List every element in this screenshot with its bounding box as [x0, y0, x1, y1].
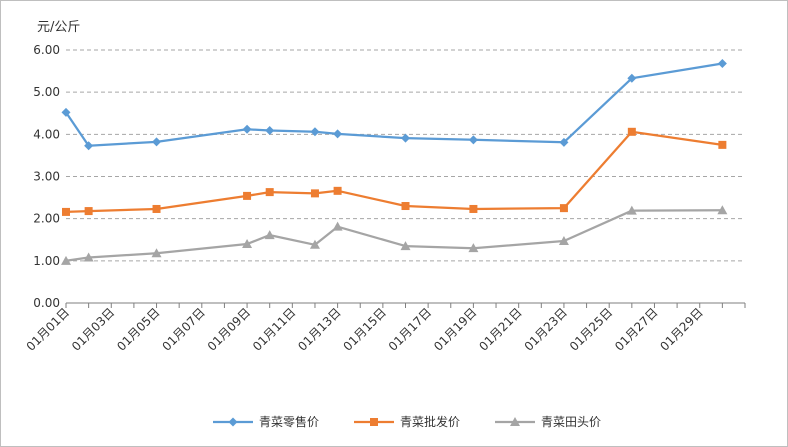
y-tick-label: 4.00 — [33, 127, 60, 141]
legend: 青菜零售价 青菜批发价 青菜田头价 — [213, 414, 601, 429]
x-tick-label: 01月05日 — [114, 305, 162, 353]
x-tick-label: 01月11日 — [250, 305, 298, 353]
y-axis-unit-label: 元/公斤 — [37, 20, 80, 35]
x-tick-label: 01月09日 — [205, 305, 253, 353]
data-point — [401, 202, 410, 211]
data-point — [626, 205, 637, 215]
x-tick-label: 01月17日 — [386, 305, 434, 353]
data-point — [468, 243, 479, 253]
data-point — [333, 186, 342, 195]
data-point — [718, 140, 727, 149]
legend-item-3: 青菜田头价 — [495, 415, 601, 429]
data-point — [152, 204, 161, 213]
legend-swatch-marker — [510, 417, 520, 426]
series-line — [65, 209, 723, 262]
data-point — [558, 236, 569, 246]
y-tick-label: 0.00 — [33, 296, 60, 310]
x-axis: 01月01日01月03日01月05日01月07日01月09日01月11日01月1… — [24, 302, 746, 354]
series-1 — [61, 58, 727, 151]
y-tick-label: 6.00 — [33, 43, 60, 57]
data-point — [265, 188, 274, 197]
data-point — [559, 137, 569, 147]
y-axis-ticks: 0.00 1.00 2.00 3.00 4.00 5.00 6.00 — [33, 43, 60, 310]
series-group — [61, 58, 728, 265]
legend-label: 青菜田头价 — [541, 415, 601, 429]
x-tick-label: 01月23日 — [522, 305, 570, 353]
x-tick-label: 01月13日 — [295, 305, 343, 353]
data-point — [310, 127, 320, 137]
data-point — [401, 133, 410, 143]
data-point — [717, 205, 728, 215]
y-tick-label: 2.00 — [33, 212, 60, 226]
data-point — [332, 221, 343, 231]
legend-swatch-marker — [370, 418, 378, 426]
series-3 — [61, 205, 728, 265]
x-tick-label: 01月25日 — [567, 305, 615, 353]
x-tick-label: 01月27日 — [612, 305, 660, 353]
data-point — [310, 189, 319, 198]
data-point — [309, 239, 320, 249]
data-point — [559, 204, 568, 213]
x-tick-label: 01月19日 — [431, 305, 479, 353]
x-tick-label: 01月21日 — [476, 305, 524, 353]
x-tick-label: 01月15日 — [341, 305, 389, 353]
data-point — [151, 248, 162, 258]
gridlines — [66, 49, 745, 262]
data-point — [468, 135, 478, 145]
data-point — [717, 58, 727, 68]
data-point — [265, 126, 275, 136]
legend-label: 青菜零售价 — [259, 414, 319, 429]
series-2 — [62, 127, 727, 216]
legend-item-1: 青菜零售价 — [213, 414, 319, 429]
data-point — [242, 238, 253, 248]
data-point — [469, 204, 478, 213]
x-tick-label: 01月03日 — [69, 305, 117, 353]
data-point — [333, 129, 343, 139]
data-point — [84, 141, 94, 151]
data-point — [62, 207, 70, 216]
legend-item-2: 青菜批发价 — [354, 414, 460, 429]
x-tick-label: 01月29日 — [657, 305, 705, 353]
data-point — [627, 73, 637, 83]
data-point — [61, 107, 71, 117]
data-point — [400, 241, 411, 251]
data-point — [243, 191, 252, 200]
x-tick-label: 01月01日 — [24, 305, 72, 353]
legend-label: 青菜批发价 — [400, 414, 460, 429]
data-point — [152, 137, 162, 147]
series-line — [65, 62, 723, 147]
series-line — [65, 130, 723, 214]
y-tick-label: 3.00 — [33, 170, 60, 184]
data-point — [83, 252, 94, 262]
data-point — [61, 255, 71, 265]
data-point — [84, 207, 93, 216]
y-tick-label: 5.00 — [33, 85, 60, 99]
data-point — [242, 124, 252, 134]
data-point — [627, 127, 636, 136]
data-point — [264, 230, 275, 240]
x-tick-label: 01月07日 — [159, 305, 207, 353]
legend-swatch-marker — [228, 417, 238, 427]
y-tick-label: 1.00 — [33, 254, 60, 268]
